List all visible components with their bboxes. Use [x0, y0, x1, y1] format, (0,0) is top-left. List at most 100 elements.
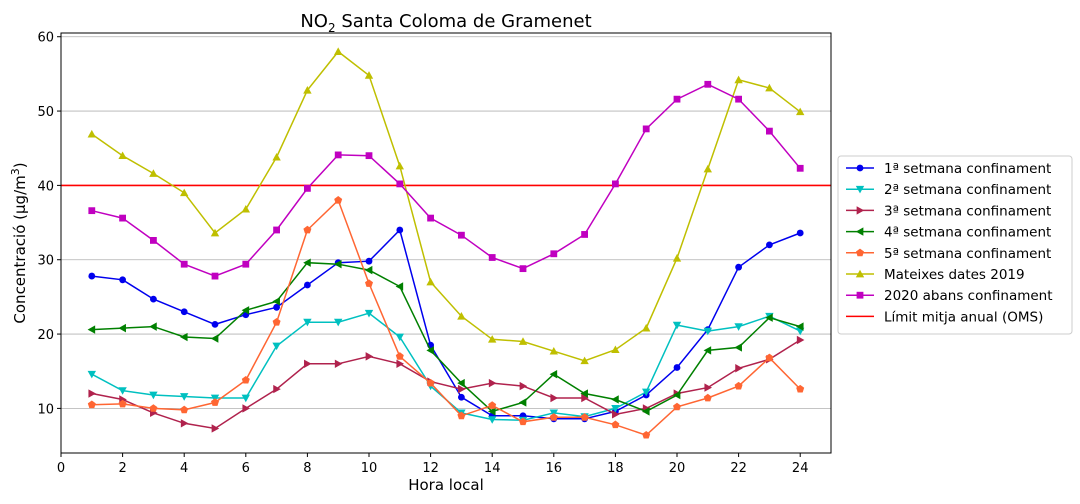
data-point — [334, 359, 343, 368]
data-point — [642, 407, 650, 416]
chart-title: NO2 Santa Coloma de Gramenet — [300, 11, 591, 35]
data-point — [642, 388, 651, 397]
series-5 — [87, 196, 805, 439]
data-point — [457, 411, 466, 420]
data-point — [150, 295, 157, 303]
data-point — [242, 404, 250, 413]
legend-swatch-marker — [855, 185, 865, 194]
data-point — [210, 334, 219, 343]
data-point — [118, 151, 127, 160]
data-point — [241, 204, 250, 213]
data-point — [796, 229, 804, 237]
data-point — [210, 228, 220, 237]
data-point — [735, 95, 742, 103]
x-axis-label: Hora local — [408, 476, 484, 494]
data-point — [734, 343, 742, 352]
data-point — [735, 263, 742, 271]
data-point — [703, 164, 712, 173]
data-point — [180, 260, 188, 268]
plot-area-frame — [60, 32, 832, 454]
legend-label: 2ª setmana confinament — [884, 182, 1051, 198]
data-point — [119, 214, 126, 222]
data-point — [703, 393, 712, 402]
x-tick-label: 10 — [361, 461, 378, 476]
data-point — [118, 323, 126, 333]
legend-entry: 4ª setmana confinament — [846, 225, 1051, 241]
data-point — [549, 346, 558, 355]
data-point — [87, 370, 96, 379]
data-point — [673, 364, 681, 371]
data-point — [426, 378, 435, 387]
data-point — [88, 207, 96, 215]
data-point — [457, 378, 465, 388]
data-point — [519, 417, 527, 426]
data-point — [766, 127, 773, 135]
data-point — [87, 129, 96, 138]
data-point — [180, 419, 189, 428]
data-point — [734, 75, 743, 84]
legend-box — [837, 155, 1073, 335]
data-point — [272, 297, 280, 306]
legend-entry: 5ª setmana confinament — [846, 246, 1051, 262]
data-point — [304, 281, 311, 289]
data-point — [364, 71, 374, 79]
data-point — [642, 430, 651, 439]
data-point — [149, 404, 158, 412]
x-tick-label: 2 — [118, 461, 126, 476]
legend-label: 3ª setmana confinament — [884, 203, 1051, 219]
data-point — [765, 313, 773, 322]
legend-entry: 1ª setmana confinament — [846, 161, 1051, 177]
grid-lines — [61, 36, 831, 409]
data-point — [303, 318, 312, 327]
data-point — [519, 381, 528, 391]
series-4 — [87, 258, 804, 416]
data-point — [796, 322, 804, 331]
legend-label: 4ª setmana confinament — [884, 225, 1051, 241]
x-tick-label: 4 — [180, 461, 188, 476]
data-point — [180, 308, 188, 316]
data-point — [334, 318, 343, 327]
series-7 — [88, 80, 804, 280]
x-tick-label: 6 — [242, 461, 250, 476]
x-tick-label: 12 — [422, 461, 439, 476]
data-point — [735, 364, 743, 373]
data-point — [180, 188, 189, 197]
data-point — [395, 352, 404, 360]
data-point — [734, 323, 743, 331]
data-point — [365, 352, 374, 361]
data-point — [488, 378, 497, 388]
series-6 — [87, 47, 805, 365]
data-point — [580, 413, 589, 421]
legend-label: Límit mitja anual (OMS) — [884, 309, 1043, 325]
data-point — [457, 312, 466, 320]
series-line — [91, 228, 801, 420]
data-point — [119, 276, 126, 284]
data-point — [796, 107, 805, 116]
legend-swatch-marker — [856, 206, 865, 215]
data-point — [612, 410, 620, 419]
data-point — [426, 277, 435, 286]
legend-entry: 3ª setmana confinament — [846, 203, 1051, 219]
data-point — [364, 309, 374, 318]
data-point — [458, 384, 466, 394]
data-point — [272, 342, 281, 351]
legend: 1ª setmana confinament 2ª setmana confina… — [837, 155, 1073, 335]
data-point — [488, 401, 497, 409]
series-line — [91, 50, 801, 362]
data-point — [180, 405, 189, 414]
data-point — [550, 250, 558, 258]
legend-label: Mateixes dates 2019 — [884, 267, 1025, 283]
data-point — [704, 80, 712, 88]
data-point — [734, 381, 743, 390]
data-point — [304, 359, 312, 368]
data-point — [611, 420, 620, 429]
data-point — [458, 393, 465, 401]
legend-swatch-marker — [856, 164, 864, 172]
data-point — [672, 254, 682, 262]
data-point — [180, 393, 189, 401]
data-point — [580, 356, 589, 365]
x-tick-label: 20 — [669, 461, 686, 476]
data-point — [550, 393, 558, 403]
data-point — [488, 335, 497, 343]
